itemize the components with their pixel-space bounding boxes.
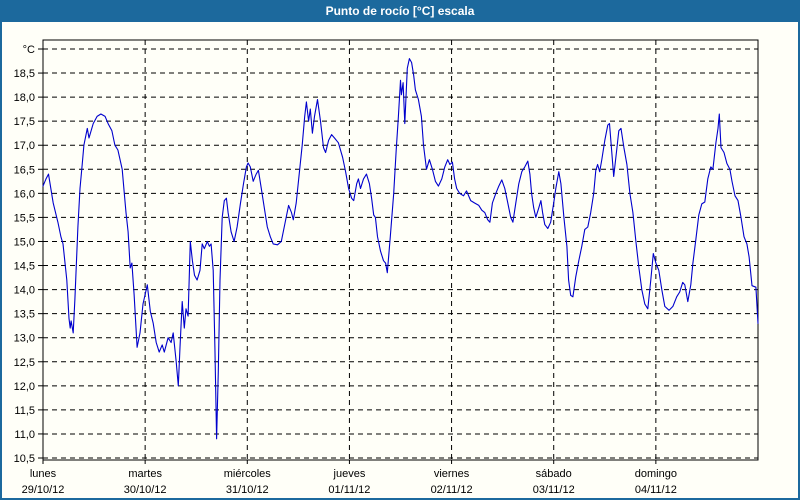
y-axis-label: 16,5	[14, 164, 35, 176]
y-axis-label: 14,0	[14, 285, 35, 297]
x-axis-date-label: 04/11/12	[635, 484, 677, 496]
y-axis-label: 15,5	[14, 212, 35, 224]
x-axis-day-label: viernes	[434, 468, 470, 480]
y-axis-label: 17,5	[14, 116, 35, 128]
y-axis-label: 11,0	[14, 429, 35, 441]
y-axis-label: 15,0	[14, 236, 35, 248]
y-axis-label: 16,0	[14, 188, 35, 200]
y-axis-label: 12,5	[14, 357, 35, 369]
y-axis-label: 12,0	[14, 381, 35, 393]
y-axis-label: 18,0	[14, 92, 35, 104]
x-axis-day-label: sábado	[536, 468, 572, 480]
y-axis-label: 17,0	[14, 140, 35, 152]
x-axis-day-label: lunes	[30, 468, 57, 480]
x-axis-date-label: 29/10/12	[22, 484, 65, 496]
x-axis-date-label: 03/11/12	[533, 484, 575, 496]
plot-frame	[42, 39, 759, 461]
y-axis-label: 13,5	[14, 309, 35, 321]
y-axis-label: 11,5	[14, 405, 35, 417]
y-axis-label: 10,5	[14, 453, 35, 465]
x-axis-day-label: domingo	[635, 468, 677, 480]
x-axis-day-label: miércoles	[224, 468, 272, 480]
x-axis-date-label: 30/10/12	[124, 484, 167, 496]
x-axis-day-label: jueves	[333, 468, 366, 480]
dew-point-series-line	[42, 58, 759, 440]
x-axis-date-label: 31/10/12	[226, 484, 269, 496]
window-title-bar: Punto de rocío [°C] escala	[0, 0, 800, 22]
y-axis-label: 18,5	[14, 68, 35, 80]
x-axis-day-label: martes	[128, 468, 162, 480]
window-title: Punto de rocío [°C] escala	[325, 4, 475, 18]
y-axis-label: 13,0	[14, 333, 35, 345]
y-axis-label: °C	[23, 44, 35, 56]
x-axis-date-label: 01/11/12	[328, 484, 370, 496]
x-axis-date-label: 02/11/12	[431, 484, 473, 496]
y-axis-label: 14,5	[14, 261, 35, 273]
